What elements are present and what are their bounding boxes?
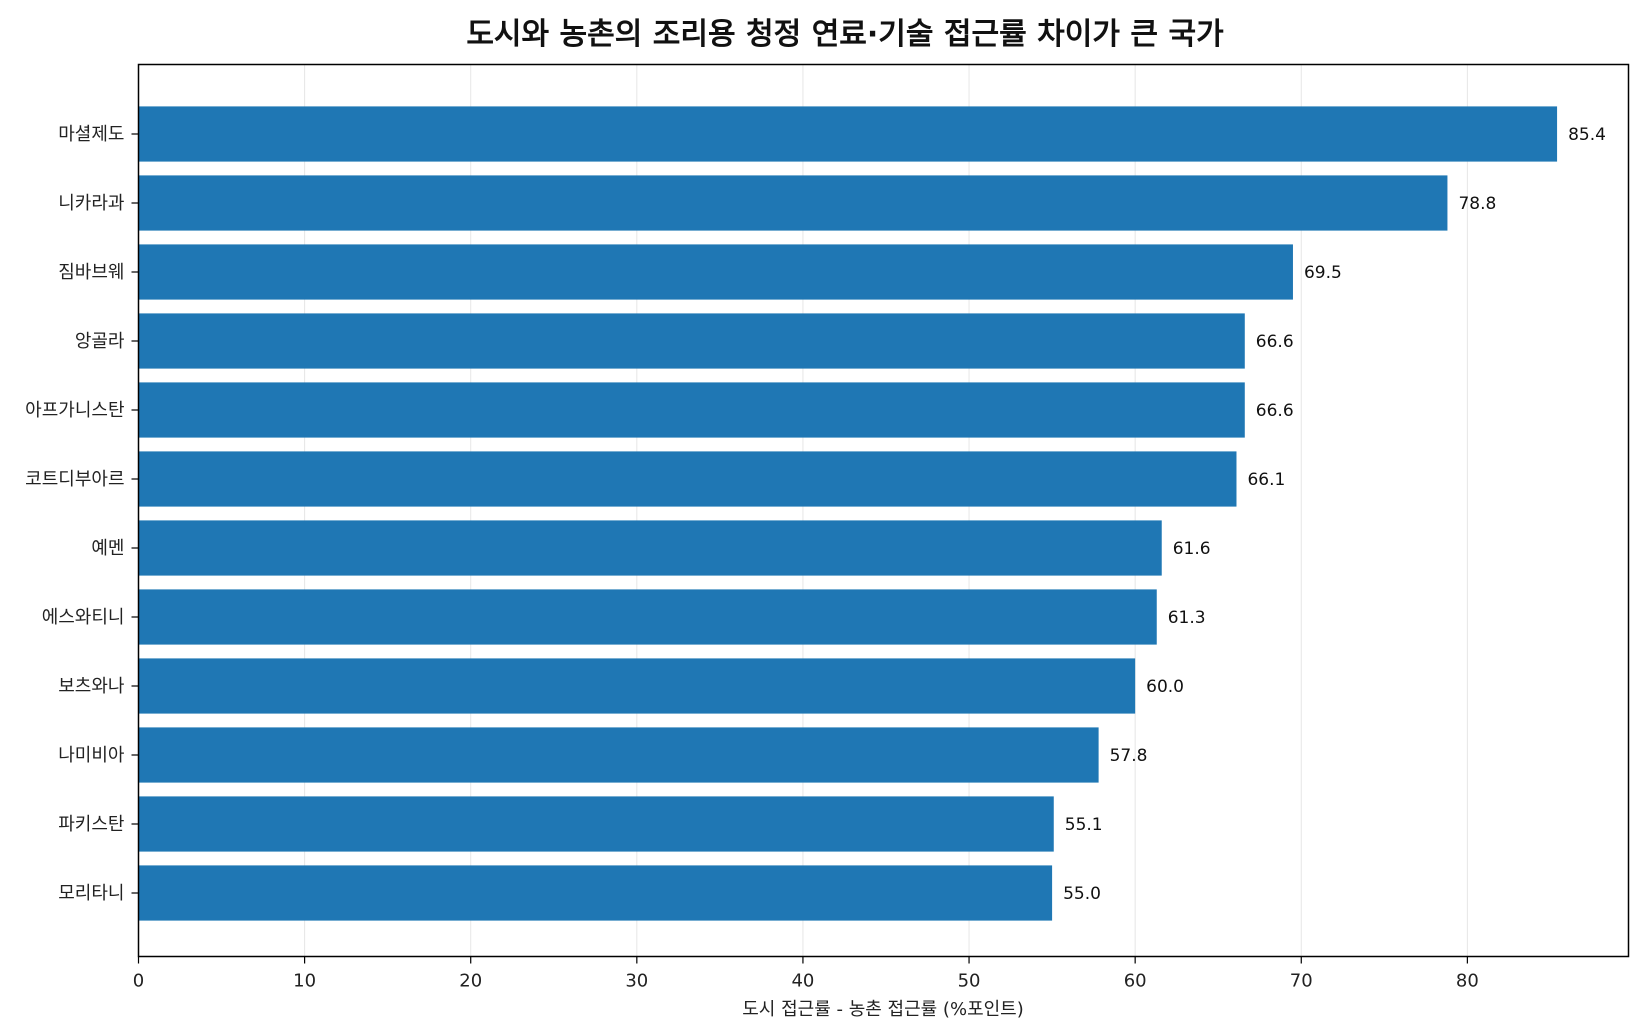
category-labels: 마셜제도니카라과짐바브웨앙골라아프가니스탄코트디부아르예멘에스와티니보츠와나나미… <box>25 124 139 904</box>
bar-value-label: 66.6 <box>1256 332 1294 352</box>
bar-value-label: 61.6 <box>1173 539 1211 559</box>
bar <box>138 520 1162 576</box>
bar-value-label: 57.8 <box>1110 746 1148 766</box>
category-label: 에스와티니 <box>42 607 125 628</box>
x-tick-label: 70 <box>1290 971 1313 992</box>
x-tick-label: 60 <box>1124 971 1147 992</box>
bar-value-label: 66.1 <box>1247 470 1285 490</box>
category-label: 짐바브웨 <box>58 262 124 283</box>
category-label: 예멘 <box>91 538 124 559</box>
category-label: 마셜제도 <box>58 124 124 145</box>
bar-value-label: 78.8 <box>1458 194 1496 214</box>
bar-value-label: 60.0 <box>1146 677 1184 697</box>
category-label: 보츠와나 <box>58 676 124 697</box>
bar <box>138 589 1157 645</box>
x-tick-label: 20 <box>459 971 482 992</box>
bar <box>138 175 1448 231</box>
category-label: 코트디부아르 <box>25 469 124 490</box>
category-label: 아프가니스탄 <box>25 400 124 421</box>
bar <box>138 106 1558 162</box>
bar-value-label: 66.6 <box>1256 401 1294 421</box>
category-label: 나미비아 <box>58 745 125 766</box>
bar <box>138 727 1099 783</box>
x-tick-label: 50 <box>958 971 981 992</box>
value-labels: 85.4 78.8 69.5 66.6 66.6 66.1 61.6 61.3 60.0 57.8… <box>1063 125 1606 904</box>
chart-title: 도시와 농촌의 조리용 청정 연료·기술 접근률 차이가 큰 국가 <box>466 17 1224 52</box>
x-tick-label: 80 <box>1456 971 1479 992</box>
bar <box>138 244 1293 300</box>
x-axis-ticks: 0 10 20 30 40 50 60 70 80 <box>133 956 1479 992</box>
bar <box>138 658 1136 714</box>
bar-value-label: 55.1 <box>1065 815 1103 835</box>
category-label: 앙골라 <box>75 331 125 352</box>
x-tick-label: 30 <box>625 971 648 992</box>
x-tick-label: 40 <box>791 971 814 992</box>
category-label: 니카라과 <box>58 193 124 214</box>
bar <box>138 865 1053 921</box>
category-label: 모리타니 <box>58 883 124 904</box>
x-tick-label: 10 <box>293 971 316 992</box>
bar-value-label: 55.0 <box>1063 884 1101 904</box>
bar-value-label: 85.4 <box>1568 125 1606 145</box>
x-axis-title: 도시 접근률 - 농촌 접근률 (%포인트) <box>742 999 1024 1020</box>
bars <box>138 106 1558 921</box>
bar <box>138 382 1245 438</box>
plot-frame <box>137 63 1630 958</box>
bar <box>138 313 1245 369</box>
bar <box>138 796 1054 852</box>
bar-value-label: 61.3 <box>1168 608 1206 628</box>
category-label: 파키스탄 <box>58 814 124 835</box>
bar <box>138 451 1237 507</box>
bar-value-label: 69.5 <box>1304 263 1342 283</box>
x-tick-label: 0 <box>133 971 144 992</box>
